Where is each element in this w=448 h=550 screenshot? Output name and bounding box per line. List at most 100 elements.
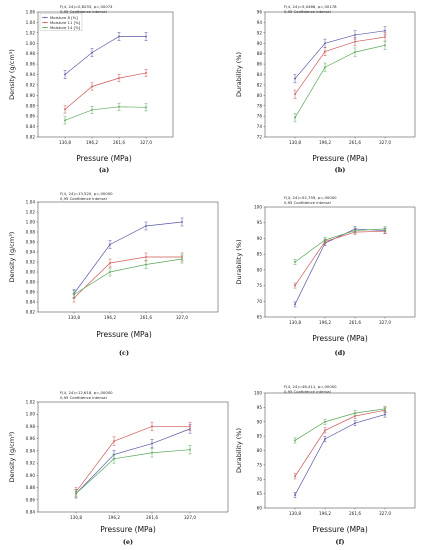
y-axis-label: Density (g/cm³): [8, 49, 16, 100]
legend-marker: [44, 26, 46, 29]
y-tick-label: 1.04: [26, 20, 36, 25]
x-tick-label: 196,2: [108, 515, 120, 520]
y-axis-label: Durability (%): [235, 52, 243, 97]
chart-stat-line: F(4, 24)=0,8255, p=,00074: [60, 4, 113, 9]
y-tick-label: 85: [257, 252, 263, 257]
series-line-m14: [294, 408, 386, 441]
y-tick-label: 1.02: [26, 30, 36, 35]
x-tick-label: 327,0: [176, 315, 188, 320]
series-line-m11: [294, 409, 386, 477]
series-line-m8: [294, 414, 386, 496]
legend-box: [39, 13, 83, 31]
y-axis-label: Density (g/cm³): [8, 232, 16, 283]
data-point: [181, 221, 183, 223]
y-tick-label: 0.90: [26, 93, 36, 98]
data-point: [294, 93, 296, 96]
chart-stat-line: F(4, 24)=5,0466, p=,00178: [284, 4, 337, 9]
y-tick-label: 0.96: [26, 240, 36, 245]
x-tick-label: 196,2: [319, 511, 331, 516]
data-point: [151, 425, 153, 428]
plot-frame: [37, 401, 229, 513]
x-tick-label: 196,2: [86, 140, 98, 145]
series-line-m14: [294, 44, 386, 118]
y-tick-label: 90: [257, 236, 263, 241]
y-tick-label: 0.98: [26, 51, 36, 56]
data-point: [354, 422, 356, 425]
y-tick-label: 95: [257, 220, 263, 225]
x-tick-label: 130,8: [289, 140, 301, 145]
chart-ci-line: 0,95 Confidence interval: [60, 9, 107, 14]
y-tick-label: 0.98: [26, 424, 36, 429]
y-tick-label: 78: [257, 103, 263, 108]
y-tick-label: 65: [257, 491, 263, 496]
data-point: [294, 303, 296, 306]
data-point: [324, 420, 326, 423]
series-line-m11: [64, 72, 147, 110]
data-point: [145, 35, 147, 38]
chart-ci-line: 0,95 Confidence interval: [284, 200, 331, 205]
x-tick-label: 196,2: [319, 320, 331, 325]
data-point: [324, 429, 326, 432]
y-tick-label: 0.86: [26, 114, 36, 119]
data-point: [189, 448, 191, 451]
y-tick-label: 0.96: [26, 62, 36, 67]
y-tick-label: 75: [257, 283, 263, 288]
y-tick-label: 0.86: [26, 497, 36, 502]
data-point: [324, 50, 326, 53]
data-point: [145, 225, 147, 227]
x-tick-label: 327,0: [140, 140, 152, 145]
y-tick-label: 1.04: [26, 200, 36, 205]
data-point: [384, 36, 386, 38]
data-point: [151, 442, 153, 445]
data-point: [324, 66, 326, 69]
series-line-m8: [73, 221, 183, 294]
y-axis-label: Durability (%): [235, 428, 243, 473]
chart-stat-line: F(4, 24)=13,520, p=,00000: [60, 191, 113, 196]
y-tick-label: 76: [257, 114, 263, 119]
data-point: [384, 29, 386, 32]
y-tick-label: 1.06: [26, 10, 36, 15]
data-point: [145, 256, 147, 258]
data-point: [354, 412, 356, 415]
data-point: [113, 440, 115, 443]
panel-label: (a): [99, 166, 109, 174]
y-tick-label: 0.88: [26, 280, 36, 285]
x-tick-label: 327,0: [379, 511, 391, 516]
y-tick-label: 0.94: [26, 448, 36, 453]
x-tick-label: 196,2: [104, 315, 116, 320]
data-point: [91, 85, 93, 88]
y-tick-label: 100: [254, 391, 262, 396]
data-point: [109, 262, 111, 264]
y-tick-label: 94: [257, 20, 263, 25]
y-tick-label: 70: [257, 299, 263, 304]
y-tick-label: 0.96: [26, 436, 36, 441]
y-axis-label: Durability (%): [235, 239, 243, 284]
y-tick-label: 95: [257, 405, 263, 410]
legend-label: Moisture 11 [%]: [50, 20, 81, 25]
y-tick-label: 0.82: [26, 310, 36, 315]
y-tick-label: 80: [257, 93, 263, 98]
chart-ci-line: 0,95 Confidence interval: [284, 9, 331, 14]
data-point: [384, 413, 386, 416]
y-tick-label: 84: [257, 72, 263, 77]
panel-label: (d): [335, 349, 346, 357]
data-point: [118, 105, 120, 108]
series-line-m11: [294, 36, 386, 95]
plot-frame: [264, 392, 416, 509]
y-tick-label: 1.00: [26, 220, 36, 225]
y-tick-label: 1.02: [26, 210, 36, 215]
data-point: [384, 44, 386, 47]
data-point: [118, 77, 120, 80]
data-point: [91, 109, 93, 111]
series-line-m8: [64, 36, 146, 75]
y-tick-label: 65: [257, 315, 263, 320]
plot-frame: [37, 11, 174, 138]
series-line-m8: [294, 30, 386, 79]
y-tick-label: 90: [257, 419, 263, 424]
data-point: [64, 108, 66, 111]
